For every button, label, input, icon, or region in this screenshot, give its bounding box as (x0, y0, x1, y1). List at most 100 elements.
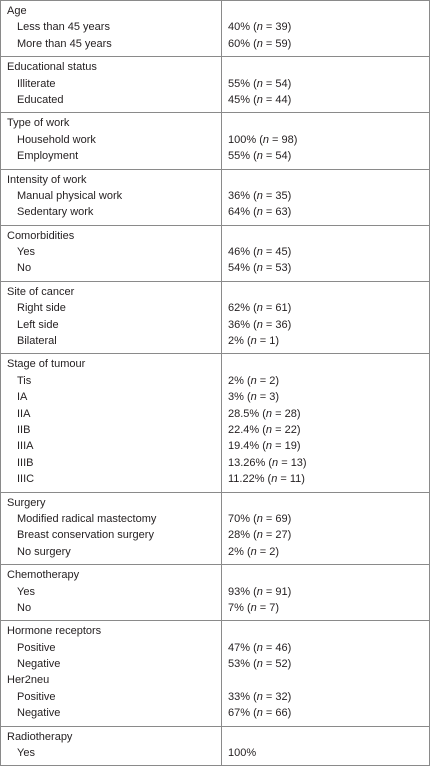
section-title: Age (7, 5, 27, 17)
section-title: Intensity of work (7, 173, 87, 186)
row-value: 64% (n = 63) (228, 206, 292, 219)
table-group: Site of cancer Right side Left side Bilater… (1, 281, 429, 355)
table-group: Comorbidities Yes No 46% (n = 45) 54% (n = 5… (1, 225, 429, 282)
section-title: Radiotherapy (7, 730, 73, 743)
value-column: 100% (n = 98) 55% (n = 54) (221, 115, 429, 164)
row-value: 54% (n = 53) (228, 262, 292, 275)
row-value: 33% (n = 32) (228, 690, 292, 703)
value-column: 93% (n = 91) 7% (n = 7) (221, 567, 429, 616)
label-column: Type of work Household work Employment (1, 115, 221, 164)
section-title: Her2neu (7, 674, 50, 687)
empty-cell (221, 623, 429, 639)
row-label: Left side (17, 318, 59, 331)
row-label: IIIC (17, 473, 35, 486)
label-column: Hormone receptors Positive Negative Her2neu… (1, 623, 221, 721)
row-label: Breast conservation surgery (17, 529, 154, 542)
row-value: 28% (n = 27) (228, 529, 292, 542)
section-title: Site of cancer (7, 285, 75, 298)
row-label: Yes (17, 246, 35, 259)
value-column: 70% (n = 69) 28% (n = 27) 2% (n = 2) (221, 495, 429, 561)
empty-cell (221, 3, 429, 19)
row-label: Tis (17, 374, 32, 387)
row-label: IIA (17, 407, 31, 420)
value-column: 47% (n = 46) 53% (n = 52) 33% (n = 32) 67% … (221, 623, 429, 721)
row-label: Yes (17, 585, 35, 598)
row-value: 55% (n = 54) (228, 150, 292, 163)
row-label: IIIB (17, 456, 34, 469)
value-column: 62% (n = 61) 36% (n = 36) 2% (n = 1) (221, 284, 429, 350)
value-column: 46% (n = 45) 54% (n = 53) (221, 228, 429, 277)
row-value: 28.5% (n = 28) (228, 407, 301, 420)
row-label: Employment (17, 150, 79, 163)
value-column: 36% (n = 35) 64% (n = 63) (221, 172, 429, 221)
row-label: More than 45 years (17, 37, 112, 50)
row-value: 67% (n = 66) (228, 707, 292, 720)
row-value: 47% (n = 46) (228, 641, 292, 654)
row-label: No (17, 601, 32, 614)
row-value: 2% (n = 2) (228, 545, 280, 558)
row-value: 2% (n = 1) (228, 335, 280, 348)
value-column: 2% (n = 2) 3% (n = 3) 28.5% (n = 28) 22.4% … (221, 356, 429, 487)
row-value: 7% (n = 7) (228, 601, 280, 614)
row-label: Modified radical mastectomy (17, 512, 157, 525)
row-label: Positive (17, 641, 56, 654)
section-title: Hormone receptors (7, 625, 102, 638)
row-label: Negative (17, 707, 61, 720)
row-label: IIB (17, 423, 31, 436)
label-column: Comorbidities Yes No (1, 228, 221, 277)
row-label: Less than 45 years (17, 21, 110, 34)
row-label: Positive (17, 690, 56, 703)
table-group: Stage of tumour Tis IA IIA IIB IIIA IIIB IIIC 2%… (1, 354, 429, 493)
row-label: Negative (17, 658, 61, 671)
row-label: Illiterate (17, 77, 56, 90)
section-title: Chemotherapy (7, 569, 80, 582)
empty-cell (221, 115, 429, 131)
row-value: 36% (n = 36) (228, 318, 292, 331)
row-label: No surgery (17, 545, 71, 558)
row-value: 36% (n = 35) (228, 189, 292, 202)
label-column: Radiotherapy Yes (1, 729, 221, 762)
row-value: 19.4% (n = 19) (228, 440, 301, 453)
table-group: Chemotherapy Yes No 93% (n = 91) 7% (n = 7) (1, 565, 429, 622)
row-label: IIIA (17, 440, 34, 453)
value-column: 40% (n = 39) 60% (n = 59) (221, 3, 429, 52)
section-title: Type of work (7, 117, 70, 130)
table-group: Type of work Household work Employment 100%… (1, 113, 429, 170)
row-label: IA (17, 391, 28, 404)
empty-cell (221, 228, 429, 244)
table-group: Educational status Illiterate Educated 55% … (1, 57, 429, 114)
table-group: Radiotherapy Yes 100% (1, 726, 429, 766)
empty-cell (221, 356, 429, 372)
row-value: 46% (n = 45) (228, 246, 292, 259)
row-label: Sedentary work (17, 206, 94, 219)
row-value: 13.26% (n = 13) (228, 456, 307, 469)
row-value: 11.22% (n = 11) (228, 473, 305, 486)
row-label: Manual physical work (17, 189, 123, 202)
section-title: Surgery (7, 496, 46, 509)
row-value: 100% (228, 747, 257, 760)
row-value: 22.4% (n = 22) (228, 423, 301, 436)
row-value: 3% (n = 3) (228, 391, 280, 404)
row-value: 55% (n = 54) (228, 77, 292, 90)
row-value: 100% (n = 98) (228, 133, 298, 146)
empty-cell (221, 495, 429, 511)
empty-cell (221, 567, 429, 583)
section-title: Stage of tumour (7, 358, 86, 371)
row-label: Educated (17, 93, 64, 106)
row-label: Household work (17, 133, 96, 146)
section-title: Comorbidities (7, 229, 75, 242)
row-value: 53% (n = 52) (228, 658, 292, 671)
row-label: Bilateral (17, 335, 57, 348)
value-column: 55% (n = 54) 45% (n = 44) (221, 59, 429, 108)
label-column: Stage of tumour Tis IA IIA IIB IIIA IIIB IIIC (1, 356, 221, 487)
row-value: 62% (n = 61) (228, 302, 292, 315)
row-value: 40% (n = 39) (228, 21, 292, 34)
table-group: Surgery Modified radical mastectomy Breast… (1, 492, 429, 566)
empty-cell (221, 284, 429, 300)
label-column: Intensity of work Manual physical work Sed… (1, 172, 221, 221)
table-group: Age Less than 45 years More than 45 years 4… (1, 1, 429, 58)
table-group: Intensity of work Manual physical work Sed… (1, 169, 429, 226)
row-value: 2% (n = 2) (228, 374, 280, 387)
